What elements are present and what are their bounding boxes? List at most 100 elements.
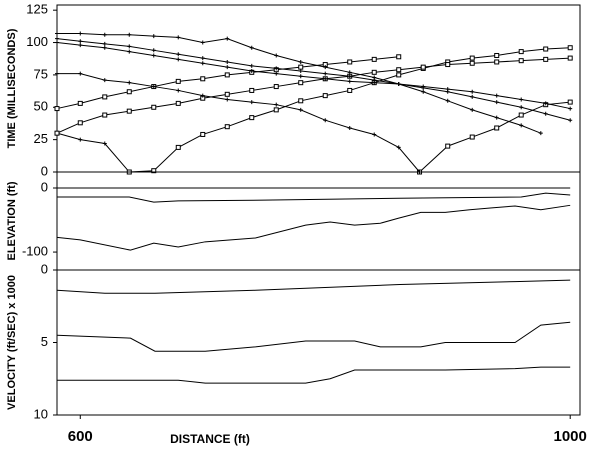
square-marker <box>126 108 132 114</box>
plus-marker <box>151 53 156 58</box>
square-marker <box>518 112 524 118</box>
plus-marker <box>519 123 524 128</box>
plus-marker <box>102 41 107 46</box>
plus-marker <box>323 65 328 70</box>
square-marker <box>567 99 573 105</box>
plus-marker <box>249 100 254 105</box>
plus-marker <box>176 35 181 40</box>
square-marker <box>200 131 206 137</box>
plus-marker <box>445 87 450 92</box>
series-line <box>56 56 399 110</box>
y-tick-label: -100 <box>22 244 48 259</box>
plus-marker <box>78 39 83 44</box>
plus-marker <box>445 98 450 103</box>
square-marker <box>200 76 206 82</box>
plus-marker <box>249 69 254 74</box>
square-marker <box>249 115 255 121</box>
plus-marker <box>102 78 107 83</box>
x-axis-label: DISTANCE (ft) <box>170 432 250 446</box>
y-tick-label: 100 <box>26 34 48 49</box>
plus-marker <box>274 53 279 58</box>
square-marker <box>298 80 304 86</box>
plus-marker <box>78 43 83 48</box>
square-marker <box>371 69 377 75</box>
square-marker <box>102 112 108 118</box>
square-marker <box>543 46 549 52</box>
plus-marker <box>298 69 303 74</box>
series-line <box>57 366 571 384</box>
plus-marker <box>494 93 499 98</box>
plus-marker <box>225 59 230 64</box>
plus-marker <box>200 61 205 66</box>
plus-marker <box>225 97 230 102</box>
y-tick-label: 50 <box>34 99 48 114</box>
square-marker <box>322 93 328 99</box>
y-axis-label: ELEVATION (ft) <box>6 181 18 260</box>
plus-marker <box>78 71 83 76</box>
square-marker <box>151 168 157 174</box>
plus-marker <box>323 71 328 76</box>
plus-marker <box>568 106 573 111</box>
y-tick-label: 75 <box>34 66 48 81</box>
plus-marker <box>323 76 328 81</box>
plus-marker <box>568 118 573 123</box>
y-tick-label: 125 <box>26 2 48 17</box>
plus-marker <box>151 48 156 53</box>
square-marker <box>518 58 524 64</box>
plus-marker <box>151 34 156 39</box>
square-marker <box>298 64 304 70</box>
square-marker <box>445 62 451 68</box>
plus-marker <box>102 45 107 50</box>
series-line <box>129 47 571 173</box>
square-marker <box>445 143 451 149</box>
plus-marker <box>347 70 352 75</box>
square-marker <box>224 124 230 130</box>
plus-marker <box>127 80 132 85</box>
plus-marker <box>102 141 107 146</box>
plus-marker <box>274 66 279 71</box>
y-axis-label: TIME (MILLISECONDS) <box>6 28 18 148</box>
square-marker <box>420 64 426 70</box>
square-marker <box>469 55 475 61</box>
square-marker <box>494 59 500 65</box>
square-marker <box>126 89 132 95</box>
plus-marker <box>470 89 475 94</box>
y-tick-label: 25 <box>34 131 48 146</box>
series-line <box>57 73 420 173</box>
plus-marker <box>55 31 59 36</box>
square-marker <box>151 104 157 110</box>
plus-marker <box>151 84 156 89</box>
plus-marker <box>249 63 254 68</box>
square-marker <box>347 87 353 93</box>
plus-marker <box>347 125 352 130</box>
square-marker <box>54 130 60 136</box>
plus-marker <box>78 137 83 142</box>
plus-marker <box>55 36 59 41</box>
plus-marker <box>274 102 279 107</box>
square-marker <box>371 56 377 62</box>
square-marker <box>273 107 279 113</box>
plus-marker <box>519 97 524 102</box>
y-tick-label: 0 <box>41 179 48 194</box>
plus-marker <box>396 81 401 86</box>
panel-frame <box>56 4 581 173</box>
plus-marker <box>78 31 83 36</box>
plus-marker <box>102 32 107 37</box>
series-line <box>56 132 130 173</box>
panel-frame <box>56 171 581 271</box>
square-marker <box>224 91 230 97</box>
plus-marker <box>470 107 475 112</box>
plus-marker <box>274 71 279 76</box>
square-marker <box>469 60 475 66</box>
plus-marker <box>347 74 352 79</box>
square-marker <box>396 54 402 60</box>
square-marker <box>298 98 304 104</box>
plus-marker <box>372 80 377 85</box>
plus-marker <box>55 40 59 45</box>
square-marker <box>347 59 353 65</box>
series-line <box>57 192 571 203</box>
plus-marker <box>298 74 303 79</box>
plus-marker <box>543 111 548 116</box>
plus-marker <box>127 32 132 37</box>
